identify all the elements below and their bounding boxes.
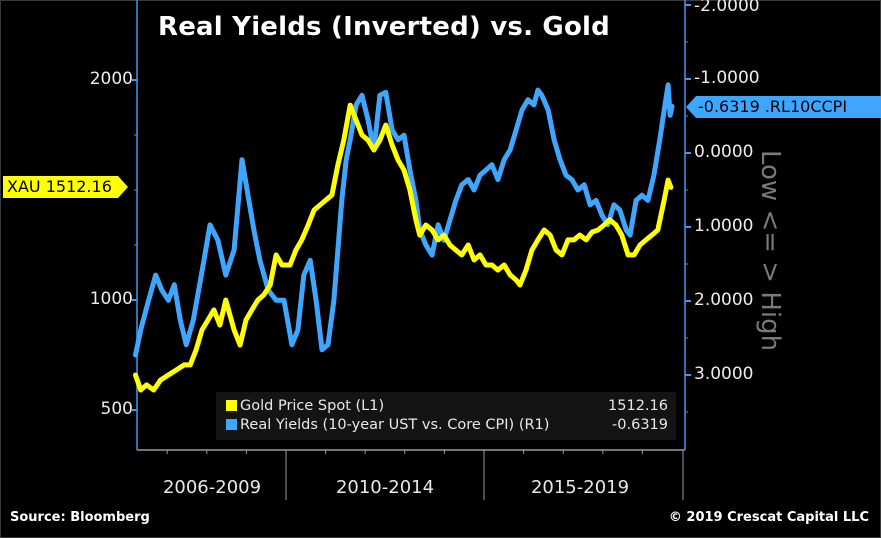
right-tick-label-1: 1.0000 (694, 216, 754, 236)
legend-label-gold: Gold Price Spot (L1) (240, 398, 385, 414)
copyright-note: © 2019 Crescat Capital LLC (668, 510, 869, 525)
real-yield-last-value-tag: -0.6319 .RL10CCPI (686, 96, 881, 118)
x-category-2006-2009: 2006-2009 (162, 477, 262, 498)
right-tick-label-0: 0.0000 (694, 142, 754, 162)
source-note: Source: Bloomberg (10, 510, 150, 525)
right-axis-direction-label: Low <= > High (755, 150, 785, 352)
chart-title: Real Yields (Inverted) vs. Gold (158, 12, 610, 42)
right-tick-label-2: 2.0000 (694, 290, 754, 310)
left-tick-label-500: 500 (100, 399, 133, 419)
left-tick-label-1000: 1000 (89, 289, 133, 309)
legend-value-real-yields: -0.6319 (612, 417, 668, 433)
gold-last-value-tag: XAU 1512.16 (3, 176, 128, 198)
right-tick-label-minus1: -1.0000 (694, 68, 760, 88)
right-tick-label-minus2: -2.0000 (694, 0, 760, 16)
legend-item-gold: Gold Price Spot (L1) 1512.16 (226, 396, 668, 416)
legend-value-gold: 1512.16 (608, 398, 668, 414)
legend-swatch-real-yields (226, 419, 237, 430)
left-tick-label-2000: 2000 (89, 69, 133, 89)
legend-label-real-yields: Real Yields (10-year UST vs. Core CPI) (… (240, 417, 550, 433)
right-tick-label-3: 3.0000 (694, 364, 754, 384)
x-category-2015-2019: 2015-2019 (530, 477, 630, 498)
legend-item-real-yields: Real Yields (10-year UST vs. Core CPI) (… (226, 415, 668, 435)
chart-legend: Gold Price Spot (L1) 1512.16 Real Yields… (216, 392, 676, 440)
gold-price-line (133, 102, 674, 393)
x-category-2010-2014: 2010-2014 (335, 477, 435, 498)
legend-swatch-gold (226, 400, 237, 411)
